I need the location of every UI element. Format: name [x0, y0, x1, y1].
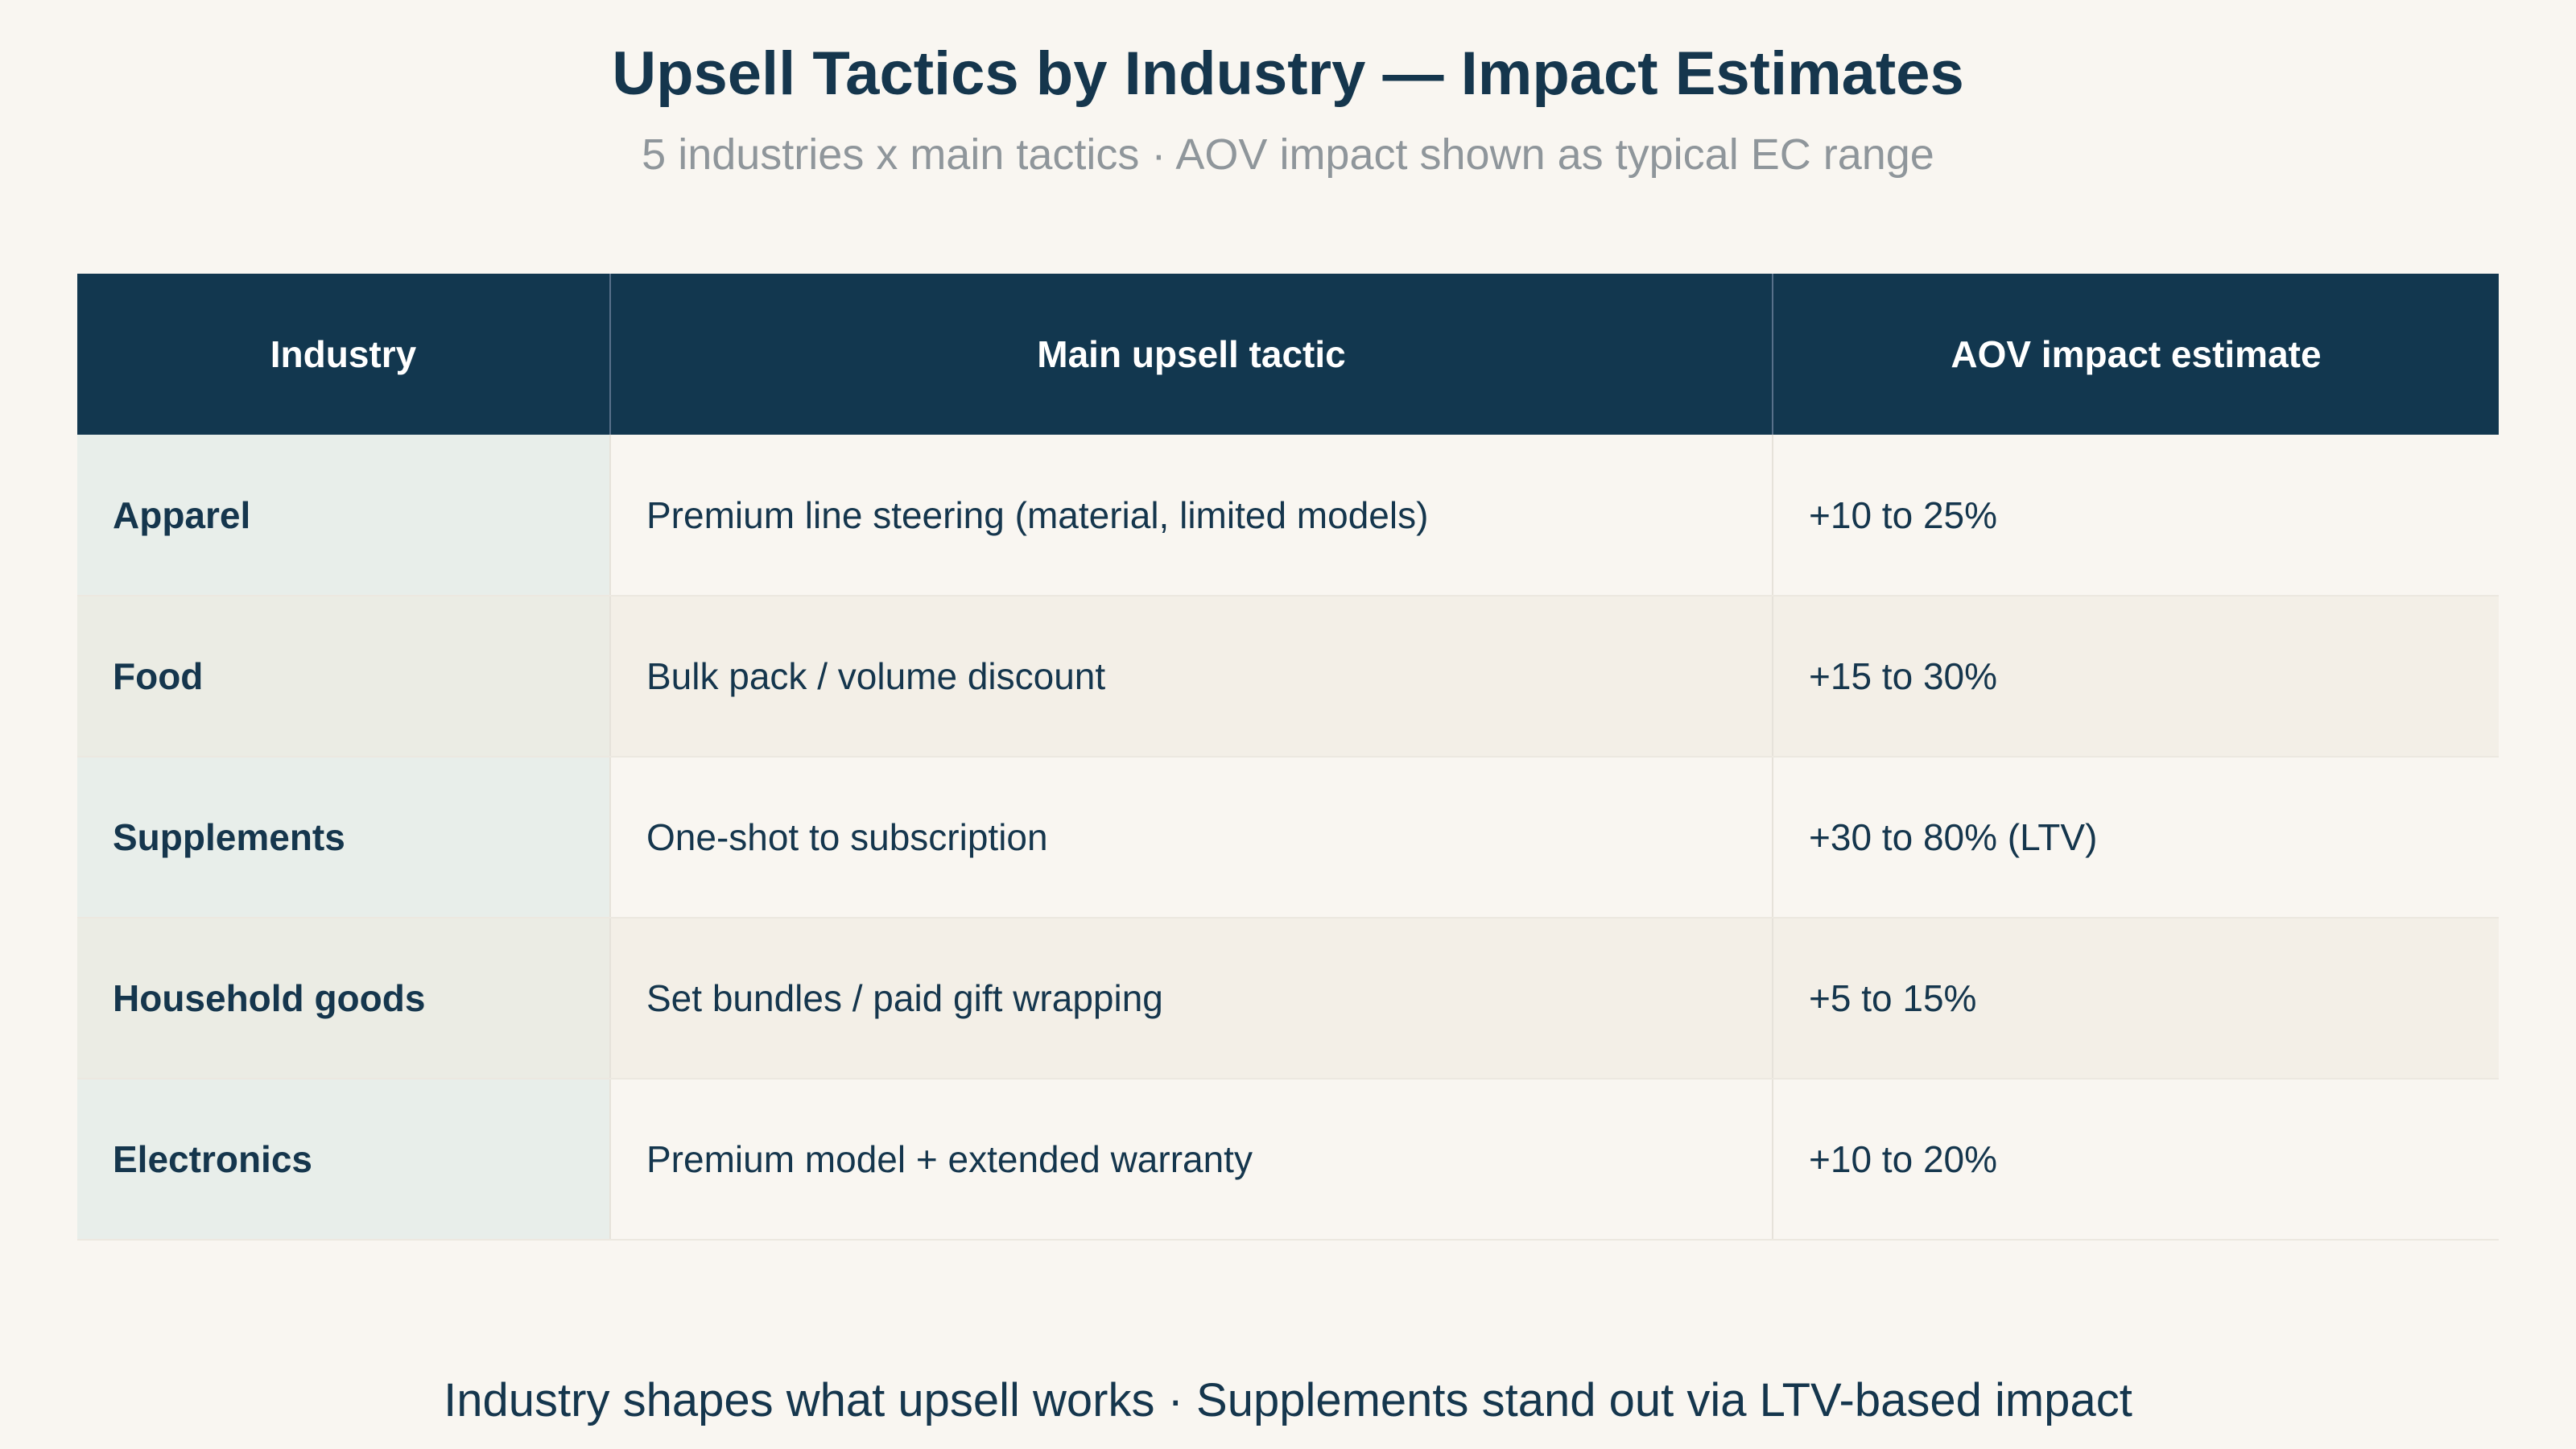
table-header: Industry Main upsell tactic AOV impact e… [77, 274, 2499, 435]
table-body: Apparel Premium line steering (material,… [77, 435, 2499, 1241]
impact-cell: +15 to 30% [1773, 596, 2499, 758]
tactic-cell: Premium line steering (material, limited… [610, 435, 1773, 597]
column-header-impact: AOV impact estimate [1773, 274, 2499, 435]
tactic-cell: Bulk pack / volume discount [610, 596, 1773, 758]
impact-cell: +30 to 80% (LTV) [1773, 757, 2499, 919]
industry-cell: Food [77, 596, 611, 758]
table-row: Supplements One-shot to subscription +30… [77, 757, 2499, 919]
industry-cell: Electronics [77, 1079, 611, 1241]
impact-cell: +10 to 20% [1773, 1079, 2499, 1241]
industry-cell: Household goods [77, 918, 611, 1080]
footer-note: Industry shapes what upsell works · Supp… [444, 1374, 2132, 1426]
table-row: Electronics Premium model + extended war… [77, 1079, 2499, 1241]
upsell-table: Industry Main upsell tactic AOV impact e… [77, 274, 2499, 1241]
tactic-cell: Set bundles / paid gift wrapping [610, 918, 1773, 1080]
impact-cell: +5 to 15% [1773, 918, 2499, 1080]
impact-cell: +10 to 25% [1773, 435, 2499, 597]
page-title: Upsell Tactics by Industry — Impact Esti… [612, 39, 1964, 108]
industry-cell: Apparel [77, 435, 611, 597]
industry-cell: Supplements [77, 757, 611, 919]
table-row: Apparel Premium line steering (material,… [77, 435, 2499, 597]
table-row: Household goods Set bundles / paid gift … [77, 918, 2499, 1080]
page-subtitle: 5 industries x main tactics · AOV impact… [642, 130, 1934, 179]
tactic-cell: One-shot to subscription [610, 757, 1773, 919]
column-header-industry: Industry [77, 274, 611, 435]
column-header-tactic: Main upsell tactic [610, 274, 1773, 435]
table-row: Food Bulk pack / volume discount +15 to … [77, 596, 2499, 758]
tactic-cell: Premium model + extended warranty [610, 1079, 1773, 1241]
table-header-row: Industry Main upsell tactic AOV impact e… [77, 274, 2499, 435]
